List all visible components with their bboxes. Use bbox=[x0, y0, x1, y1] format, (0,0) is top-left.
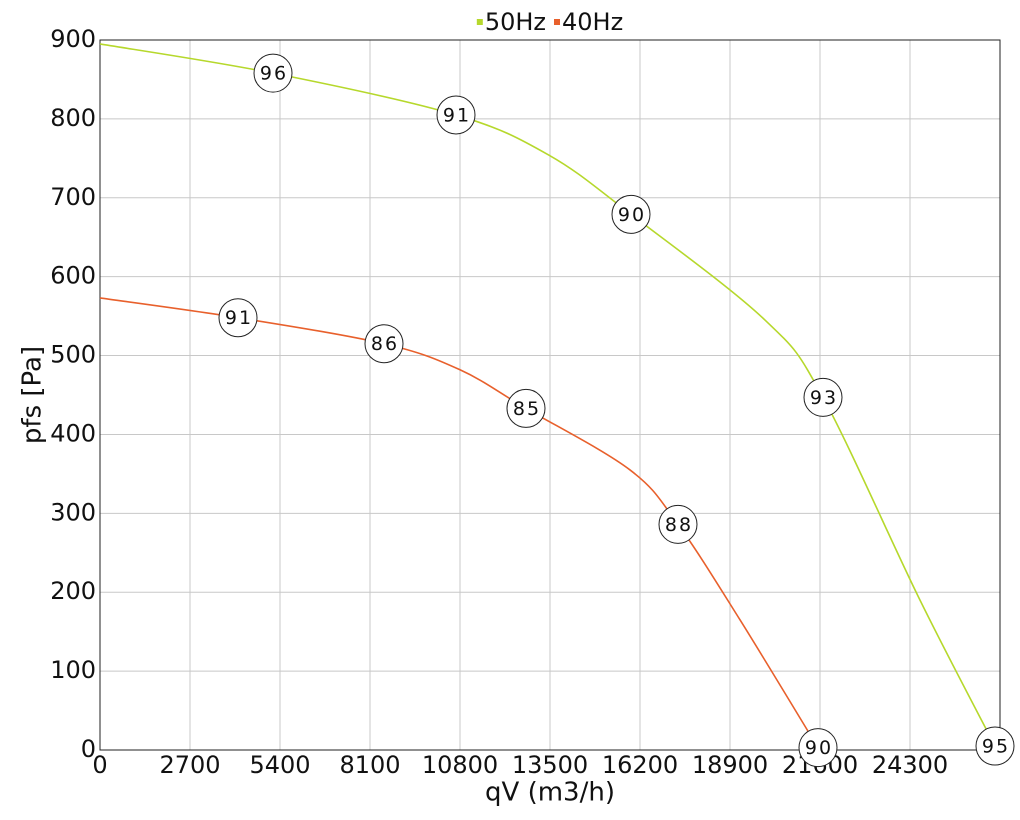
y-tick-label: 600 bbox=[50, 262, 96, 290]
x-tick-label: 16200 bbox=[602, 751, 678, 779]
efficiency-marker bbox=[506, 388, 546, 428]
curve bbox=[99, 43, 996, 747]
y-tick-label: 500 bbox=[50, 341, 96, 369]
y-axis-title: pfs [Pa] bbox=[18, 346, 48, 444]
efficiency-marker bbox=[798, 728, 838, 768]
x-tick-label: 8100 bbox=[339, 751, 400, 779]
legend-label: 40Hz bbox=[562, 8, 623, 36]
efficiency-marker bbox=[803, 377, 843, 417]
curve bbox=[99, 297, 819, 749]
x-tick-label: 10800 bbox=[422, 751, 498, 779]
efficiency-marker bbox=[658, 504, 698, 544]
efficiency-label: 86 bbox=[371, 333, 399, 355]
efficiency-marker bbox=[975, 726, 1015, 766]
plot-border bbox=[99, 39, 1001, 751]
x-tick-label: 2700 bbox=[159, 751, 220, 779]
efficiency-label: 91 bbox=[225, 307, 253, 329]
y-tick-label: 100 bbox=[50, 656, 96, 684]
legend-swatch bbox=[476, 19, 483, 25]
efficiency-label: 90 bbox=[805, 737, 833, 759]
efficiency-label: 93 bbox=[810, 387, 838, 409]
legend: 50Hz 40Hz bbox=[476, 8, 623, 36]
efficiency-marker bbox=[364, 324, 404, 364]
legend-swatch bbox=[554, 19, 560, 25]
y-tick-label: 800 bbox=[50, 104, 96, 132]
y-tick-label: 0 bbox=[81, 735, 96, 763]
efficiency-label: 85 bbox=[513, 398, 541, 420]
x-axis-title: qV (m3/h) bbox=[485, 778, 615, 808]
y-tick-label: 900 bbox=[50, 25, 96, 53]
efficiency-label: 91 bbox=[443, 104, 471, 126]
y-tick-label: 300 bbox=[50, 498, 96, 526]
x-tick-label: 13500 bbox=[512, 751, 588, 779]
efficiency-marker bbox=[611, 194, 651, 234]
efficiency-label: 90 bbox=[618, 204, 646, 226]
y-tick-label: 700 bbox=[50, 183, 96, 211]
x-tick-label: 5400 bbox=[249, 751, 310, 779]
efficiency-marker bbox=[253, 53, 293, 93]
x-tick-label: 24300 bbox=[872, 751, 948, 779]
efficiency-label: 88 bbox=[665, 514, 693, 536]
x-tick-label: 18900 bbox=[692, 751, 768, 779]
efficiency-label: 95 bbox=[982, 736, 1010, 758]
efficiency-marker bbox=[436, 95, 476, 135]
legend-label: 50Hz bbox=[485, 8, 546, 36]
y-tick-label: 200 bbox=[50, 577, 96, 605]
x-tick-label: 0 bbox=[92, 751, 107, 779]
efficiency-label: 96 bbox=[260, 63, 288, 85]
efficiency-marker bbox=[218, 298, 258, 338]
y-tick-label: 400 bbox=[50, 419, 96, 447]
